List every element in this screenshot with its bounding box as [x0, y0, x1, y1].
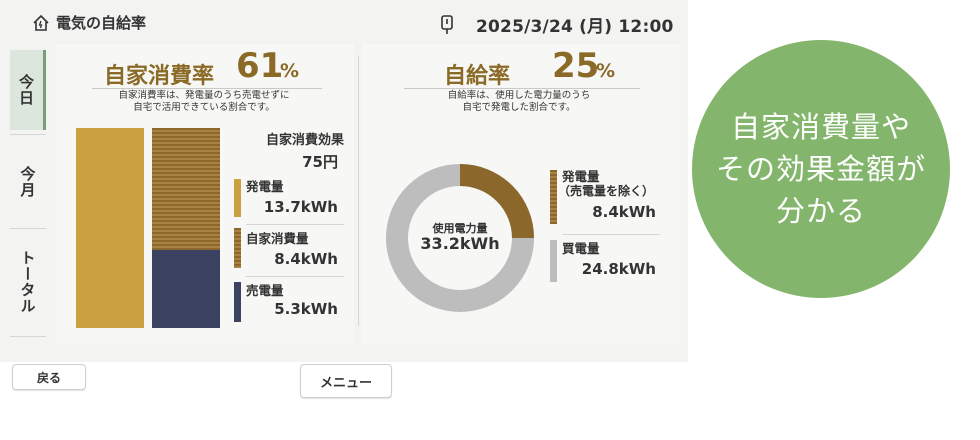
legend-divider	[246, 224, 344, 225]
note-line: 自給率は、使用した電力量のうち	[447, 90, 591, 101]
self-consumption-note: 自家消費率は、発電量のうち売電せずに 自宅で活用できている割合です。	[64, 90, 344, 114]
generation-excl-sold-value: 8.4kWh	[592, 203, 656, 221]
top-bar: 電気の自給率 2025/3/24 (月) 12:00	[0, 0, 688, 44]
note-line: 自宅で活用できている割合です。	[133, 102, 275, 113]
tab-divider	[10, 134, 46, 135]
donut-center-label: 使用電力量	[432, 222, 488, 235]
sold-power-value: 5.3kWh	[274, 300, 338, 318]
self-sufficiency-note: 自給率は、使用した電力量のうち 自宅で発電した割合です。	[384, 90, 654, 114]
meter-icon	[441, 14, 453, 34]
callout-line: 分かる	[775, 194, 866, 228]
tab-today[interactable]: 今日	[10, 50, 46, 130]
sold-power-bar	[152, 250, 220, 328]
self-consumption-label: 自家消費量	[246, 231, 309, 246]
self-consumption-rate-unit: %	[280, 60, 300, 82]
purchased-power-swatch	[550, 240, 557, 282]
effect-value: 75円	[302, 153, 338, 171]
generation-ring-segment	[459, 164, 534, 239]
panel-divider	[358, 56, 359, 326]
tab-total[interactable]: トータル	[18, 250, 37, 314]
self-consumption-bar	[152, 128, 220, 250]
purchased-power-label: 買電量	[562, 241, 600, 256]
datetime-display: 2025/3/24 (月) 12:00	[476, 17, 674, 37]
note-line: 自宅で発電した割合です。	[462, 102, 576, 113]
title-area: 電気の自給率	[32, 12, 146, 33]
tab-divider	[10, 336, 46, 337]
self-consumption-rate-label: 自家消費率	[104, 64, 215, 89]
sold-power-swatch	[234, 282, 241, 322]
callout-line: その効果金額が	[715, 152, 926, 186]
donut-center-value: 33.2kWh	[420, 234, 500, 253]
generation-swatch	[234, 179, 241, 217]
self-sufficiency-rate-label: 自給率	[444, 64, 511, 89]
status-area: 2025/3/24 (月) 12:00	[440, 12, 674, 37]
rate-underline	[92, 88, 322, 89]
generation-bar	[76, 128, 144, 328]
legend-divider	[562, 234, 660, 235]
self-sufficiency-rate-value: 25	[552, 46, 600, 86]
self-consumption-swatch	[234, 228, 241, 268]
legend-divider	[246, 276, 344, 277]
back-button[interactable]: 戻る	[12, 364, 86, 390]
home-icon	[33, 14, 49, 31]
sold-power-label: 売電量	[246, 283, 284, 298]
tab-this-month[interactable]: 今月	[18, 166, 37, 198]
self-consumption-value: 8.4kWh	[274, 250, 338, 268]
generation-excl-sold-label: 発電量	[562, 169, 600, 184]
effect-label: 自家消費効果	[265, 133, 344, 148]
tab-divider	[10, 228, 46, 229]
self-consumption-rate-value: 61	[236, 46, 284, 86]
callout-line: 自家消費量や	[730, 110, 911, 144]
generation-excl-sold-sublabel: （売電量を除く）	[558, 184, 655, 198]
page-title: 電気の自給率	[56, 14, 147, 32]
menu-button[interactable]: メニュー	[300, 364, 392, 398]
generation-value: 13.7kWh	[263, 198, 338, 216]
generation-excl-sold-swatch	[550, 170, 557, 224]
self-sufficiency-donut	[386, 164, 534, 312]
app-screen: 電気の自給率 2025/3/24 (月) 12:00 今日 今月 トータル 自家…	[0, 0, 688, 362]
generation-label: 発電量	[246, 179, 284, 194]
feature-callout: 自家消費量や その効果金額が 分かる	[692, 40, 950, 298]
period-tabs: 今日 今月 トータル	[0, 44, 48, 362]
note-line: 自家消費率は、発電量のうち売電せずに	[118, 90, 290, 101]
rate-underline	[404, 88, 640, 89]
self-sufficiency-rate-unit: %	[596, 60, 616, 82]
purchased-power-value: 24.8kWh	[581, 260, 656, 278]
